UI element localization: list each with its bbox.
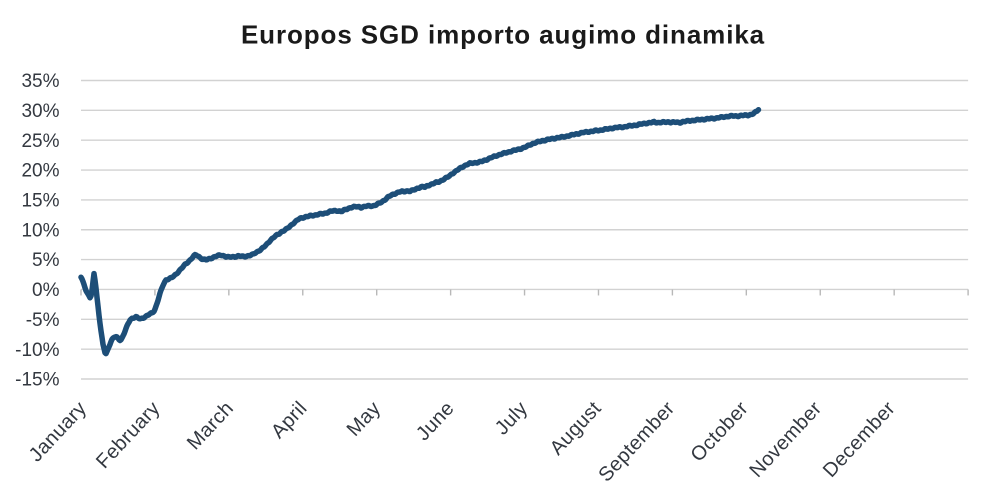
svg-text:5%: 5% [32,250,60,271]
svg-text:25%: 25% [21,131,59,152]
svg-text:35%: 35% [21,71,59,92]
svg-text:-15%: -15% [15,370,59,391]
svg-text:0%: 0% [32,280,60,301]
svg-text:15%: 15% [21,191,59,212]
svg-text:Europos SGD importo augimo din: Europos SGD importo augimo dinamika [241,20,765,50]
svg-text:30%: 30% [21,101,59,122]
svg-text:20%: 20% [21,161,59,182]
svg-text:10%: 10% [21,220,59,241]
svg-text:-10%: -10% [15,340,59,361]
svg-text:-5%: -5% [26,310,60,331]
